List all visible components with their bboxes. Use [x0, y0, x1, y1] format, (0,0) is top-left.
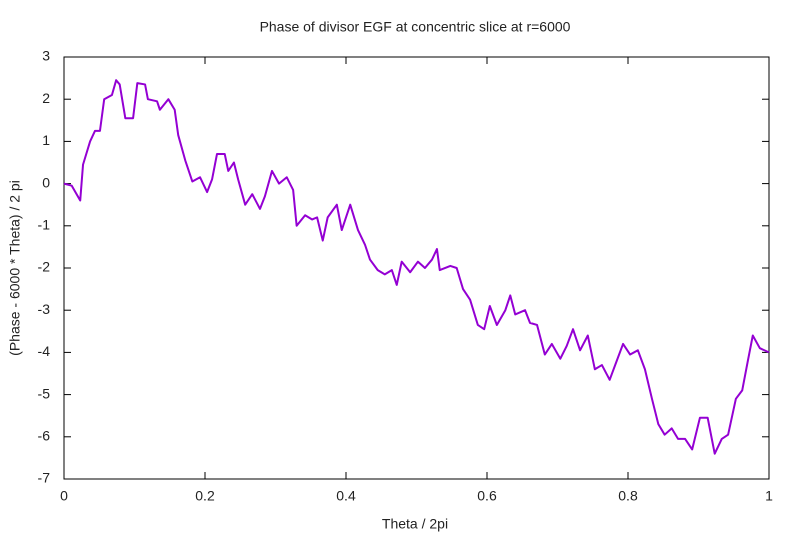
y-tick-label: -6	[38, 428, 51, 444]
x-tick-label: 1	[765, 488, 773, 504]
y-tick-label: 3	[42, 48, 50, 64]
y-axis-label: (Phase - 6000 * Theta) / 2 pi	[7, 180, 23, 356]
y-tick-label: -4	[38, 343, 51, 359]
y-tick-label: -5	[38, 385, 51, 401]
y-tick-label: -1	[38, 217, 51, 233]
data-line	[63, 79, 770, 455]
x-tick-label: 0.6	[477, 488, 497, 504]
y-tick-label: -7	[38, 470, 51, 486]
x-tick-label: 0	[60, 488, 68, 504]
y-tick-label: -3	[38, 301, 51, 317]
x-tick-label: 0.4	[336, 488, 356, 504]
y-tick-label: 0	[42, 174, 50, 190]
x-tick-label: 0.2	[195, 488, 215, 504]
plot-frame	[63, 56, 770, 480]
x-axis-label: Theta / 2pi	[382, 516, 448, 532]
y-tick-label: 1	[42, 132, 50, 148]
x-tick-label: 0.8	[618, 488, 638, 504]
y-tick-label: -2	[38, 259, 51, 275]
chart-title: Phase of divisor EGF at concentric slice…	[260, 19, 571, 35]
y-tick-label: 2	[42, 90, 50, 106]
